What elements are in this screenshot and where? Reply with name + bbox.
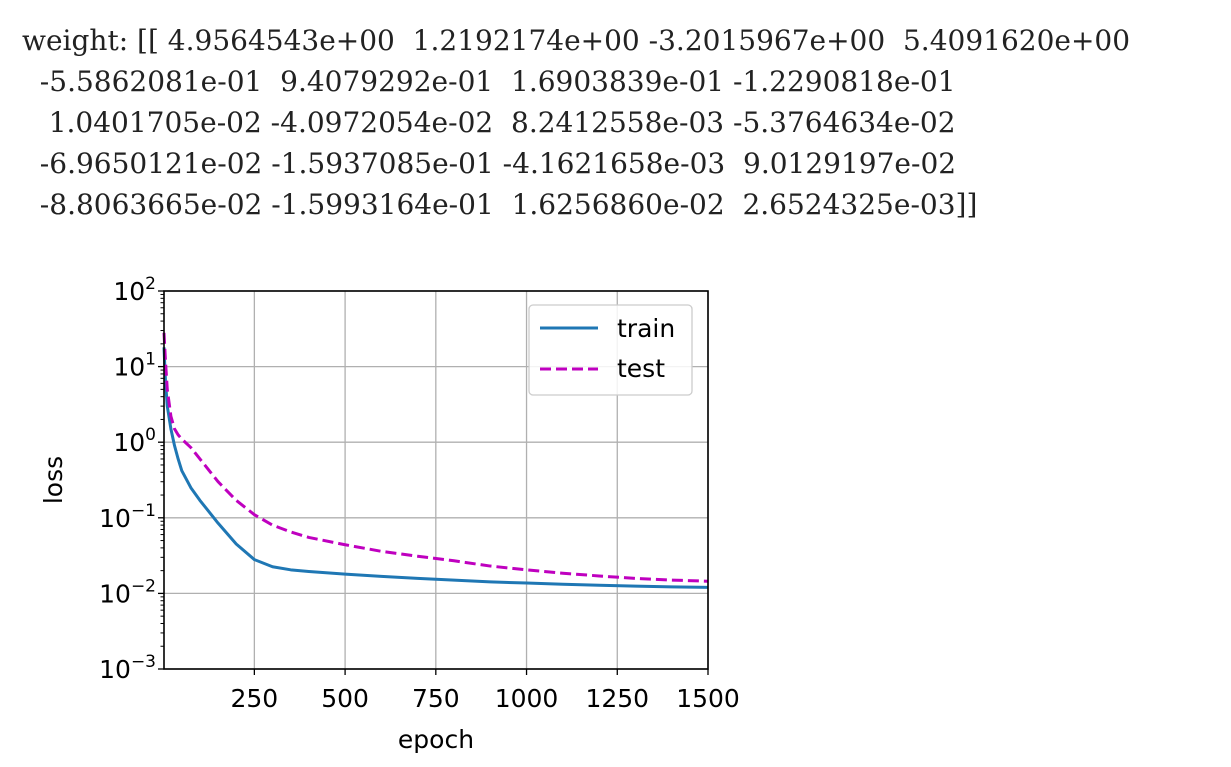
y-tick-label: 100 [113, 425, 156, 457]
loss-chart: 250 500 750 1000 1250 1500 10−3 10−2 10−1 100 101… [39, 274, 740, 754]
legend: train test [528, 304, 693, 396]
x-axis: 250 500 750 1000 1250 1500 [231, 669, 740, 713]
output-line: -5.5862081e-01 9.4079292e-01 1.6903839e-… [22, 65, 956, 98]
y-tick-label: 101 [113, 350, 156, 382]
legend-test-label: test [617, 354, 665, 383]
y-axis-label: loss [39, 456, 68, 504]
x-axis-label: epoch [398, 725, 474, 754]
y-tick-label: 10−2 [99, 576, 156, 608]
output-line: -8.8063665e-02 -1.5993164e-01 1.6256860e… [22, 188, 978, 221]
output-line: -6.9650121e-02 -1.5937085e-01 -4.1621658… [22, 147, 957, 180]
y-axis: 10−3 10−2 10−1 100 101 102 [99, 274, 164, 684]
legend-train-label: train [617, 314, 675, 343]
series-line-train [162, 347, 709, 589]
x-tick-label: 250 [231, 684, 279, 713]
y-tick-label: 10−3 [99, 652, 156, 684]
x-tick-label: 500 [321, 684, 369, 713]
output-line: weight: [[ 4.9564543e+00 1.2192174e+00 -… [22, 24, 1131, 57]
y-tick-label: 10−1 [99, 501, 156, 533]
x-tick-label: 1250 [585, 684, 649, 713]
x-tick-label: 1000 [495, 684, 559, 713]
weight-output-text: weight: [[ 4.9564543e+00 1.2192174e+00 -… [22, 20, 1130, 225]
output-line: 1.0401705e-02 -4.0972054e-02 8.2412558e-… [22, 106, 956, 139]
series-line-test [162, 332, 709, 583]
x-tick-label: 1500 [676, 684, 740, 713]
y-tick-label: 102 [113, 274, 156, 306]
x-tick-label: 750 [412, 684, 460, 713]
plot-lines [162, 332, 709, 589]
